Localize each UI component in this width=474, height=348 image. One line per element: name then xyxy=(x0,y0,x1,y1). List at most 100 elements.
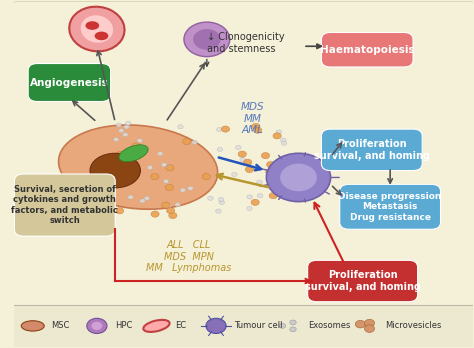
Circle shape xyxy=(165,184,173,191)
Text: Exosomes: Exosomes xyxy=(308,322,350,330)
Circle shape xyxy=(246,166,254,173)
Circle shape xyxy=(251,199,259,205)
Text: ↓ Clonogenicity
and stemness: ↓ Clonogenicity and stemness xyxy=(207,32,284,54)
Circle shape xyxy=(280,164,317,191)
Circle shape xyxy=(238,151,246,157)
Circle shape xyxy=(276,130,282,134)
Circle shape xyxy=(164,179,169,183)
Circle shape xyxy=(161,163,167,167)
Circle shape xyxy=(182,139,191,144)
Text: ALL   CLL
MDS  MPN
MM   Lymphomas: ALL CLL MDS MPN MM Lymphomas xyxy=(146,240,231,274)
Circle shape xyxy=(290,327,296,332)
Circle shape xyxy=(266,161,275,168)
Circle shape xyxy=(123,133,128,137)
Circle shape xyxy=(166,207,175,214)
Circle shape xyxy=(279,324,286,328)
FancyBboxPatch shape xyxy=(28,64,110,102)
Circle shape xyxy=(112,165,120,171)
Circle shape xyxy=(217,127,222,132)
Ellipse shape xyxy=(21,321,44,331)
Circle shape xyxy=(192,140,197,144)
Circle shape xyxy=(91,322,102,330)
Text: MDS
MM
AML: MDS MM AML xyxy=(241,102,264,135)
Circle shape xyxy=(178,125,183,129)
Text: HPC: HPC xyxy=(115,322,133,330)
Circle shape xyxy=(219,200,225,205)
FancyBboxPatch shape xyxy=(14,305,473,347)
Circle shape xyxy=(165,204,171,208)
Circle shape xyxy=(216,209,221,213)
Circle shape xyxy=(269,192,277,199)
Text: MSC: MSC xyxy=(51,322,70,330)
FancyBboxPatch shape xyxy=(321,129,422,171)
Circle shape xyxy=(202,173,210,180)
FancyBboxPatch shape xyxy=(321,32,413,67)
Ellipse shape xyxy=(95,32,109,40)
Text: Haematopoiesis: Haematopoiesis xyxy=(320,45,415,55)
Ellipse shape xyxy=(69,7,125,52)
FancyBboxPatch shape xyxy=(340,184,440,229)
Circle shape xyxy=(151,211,159,217)
Circle shape xyxy=(175,203,181,207)
Circle shape xyxy=(193,29,220,50)
Text: Angiogenesis: Angiogenesis xyxy=(30,78,109,87)
Circle shape xyxy=(113,137,119,142)
Circle shape xyxy=(137,139,143,143)
Ellipse shape xyxy=(143,320,170,332)
Circle shape xyxy=(206,318,226,333)
Text: Survival, secretion of
cytokines and growth
factors, and metabolic
switch: Survival, secretion of cytokines and gro… xyxy=(11,185,118,225)
Circle shape xyxy=(236,145,241,150)
Circle shape xyxy=(217,147,223,151)
Circle shape xyxy=(126,121,131,126)
Circle shape xyxy=(165,165,171,168)
Circle shape xyxy=(188,186,193,190)
Circle shape xyxy=(247,206,252,211)
Circle shape xyxy=(128,195,133,199)
Circle shape xyxy=(117,151,125,157)
Ellipse shape xyxy=(81,15,113,43)
Circle shape xyxy=(257,180,262,184)
Circle shape xyxy=(261,152,270,159)
Circle shape xyxy=(266,153,330,201)
FancyBboxPatch shape xyxy=(308,260,418,302)
Circle shape xyxy=(116,208,124,214)
Circle shape xyxy=(116,123,121,127)
Circle shape xyxy=(356,321,365,328)
Text: Proliferation
survival, and homing: Proliferation survival, and homing xyxy=(305,270,420,292)
Ellipse shape xyxy=(119,145,148,162)
Circle shape xyxy=(208,196,213,200)
Circle shape xyxy=(244,159,252,165)
Circle shape xyxy=(365,325,374,332)
Circle shape xyxy=(120,183,126,187)
Circle shape xyxy=(252,123,260,129)
Circle shape xyxy=(254,127,262,133)
Circle shape xyxy=(134,167,139,171)
Circle shape xyxy=(140,199,145,203)
Circle shape xyxy=(132,143,140,149)
Circle shape xyxy=(167,165,172,169)
Circle shape xyxy=(290,320,296,325)
Circle shape xyxy=(257,193,263,198)
Circle shape xyxy=(221,126,229,132)
Text: Proliferation
survival, and homing: Proliferation survival, and homing xyxy=(314,139,430,161)
Circle shape xyxy=(166,165,174,171)
Circle shape xyxy=(151,174,159,180)
Circle shape xyxy=(180,188,186,192)
Circle shape xyxy=(281,141,287,145)
Circle shape xyxy=(240,158,246,162)
Circle shape xyxy=(184,22,230,57)
Text: Tumour cell: Tumour cell xyxy=(234,322,283,330)
Circle shape xyxy=(232,172,237,176)
Circle shape xyxy=(247,195,253,199)
Circle shape xyxy=(162,202,170,208)
Ellipse shape xyxy=(59,125,218,209)
Circle shape xyxy=(169,212,177,219)
Circle shape xyxy=(118,129,124,133)
Circle shape xyxy=(365,319,374,327)
Circle shape xyxy=(87,318,107,333)
Text: Microvesicles: Microvesicles xyxy=(385,322,442,330)
FancyBboxPatch shape xyxy=(10,1,474,309)
Ellipse shape xyxy=(85,21,99,30)
Text: EC: EC xyxy=(175,322,186,330)
Circle shape xyxy=(144,196,150,200)
